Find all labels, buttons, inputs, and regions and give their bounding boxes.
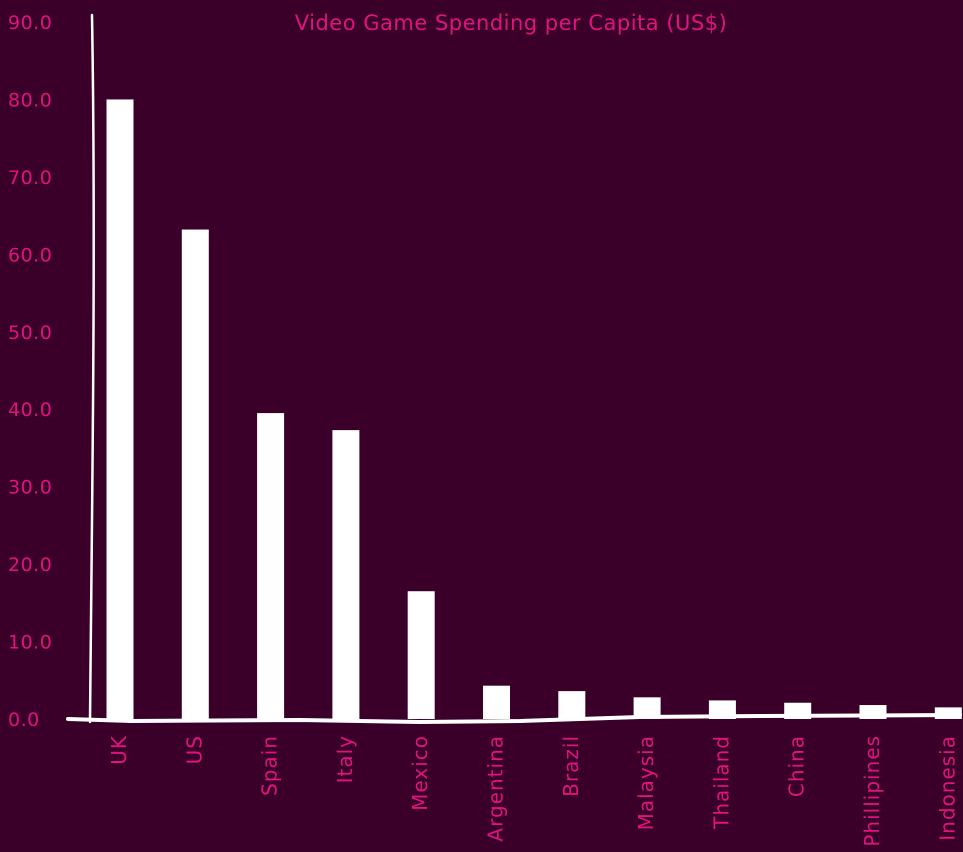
bar-mexico <box>407 591 435 719</box>
chart-title: Video Game Spending per Capita (US$) <box>295 11 728 35</box>
x-tick-label: Brazil <box>559 735 583 797</box>
y-tick-label: 70.0 <box>8 167 52 189</box>
bar-uk <box>106 99 134 719</box>
y-tick-label: 30.0 <box>8 477 52 499</box>
bar-malaysia <box>633 697 661 719</box>
x-tick-label: Phillipines <box>860 735 884 847</box>
x-tick-label: Argentina <box>484 735 508 842</box>
bar-spain <box>257 413 285 719</box>
bar-us <box>181 229 209 719</box>
axes <box>66 13 962 725</box>
y-tick-label: 40.0 <box>8 399 52 421</box>
x-tick-label: Mexico <box>408 735 432 811</box>
bar-italy <box>332 430 360 719</box>
x-tick-label: US <box>182 735 206 764</box>
x-axis-labels: UK US Spain Italy Mexico Argentina Brazil Malay… <box>107 735 959 847</box>
x-axis-line <box>66 713 962 725</box>
x-tick-label: Thailand <box>709 735 733 830</box>
x-tick-label: Indonesia <box>935 735 959 841</box>
y-tick-label: 60.0 <box>8 244 52 266</box>
y-tick-label: 10.0 <box>8 632 52 654</box>
bar-argentina <box>483 685 510 719</box>
y-tick-label: 20.0 <box>8 554 52 576</box>
x-tick-label: Spain <box>258 735 282 796</box>
x-tick-label: UK <box>107 735 131 765</box>
y-tick-label: 50.0 <box>8 322 52 344</box>
y-axis-ticks: 0.0 10.0 20.0 30.0 40.0 50.0 60.0 70.0 80.0 90.0 <box>8 12 52 731</box>
bars <box>106 99 962 719</box>
y-tick-label: 90.0 <box>8 12 52 34</box>
y-tick-label: 80.0 <box>8 89 52 111</box>
x-tick-label: Italy <box>333 735 357 783</box>
bar-brazil <box>558 691 586 719</box>
x-tick-label: China <box>785 735 809 797</box>
x-tick-label: Malaysia <box>634 735 658 830</box>
y-tick-label: 0.0 <box>8 709 40 731</box>
y-axis-line <box>88 13 95 724</box>
